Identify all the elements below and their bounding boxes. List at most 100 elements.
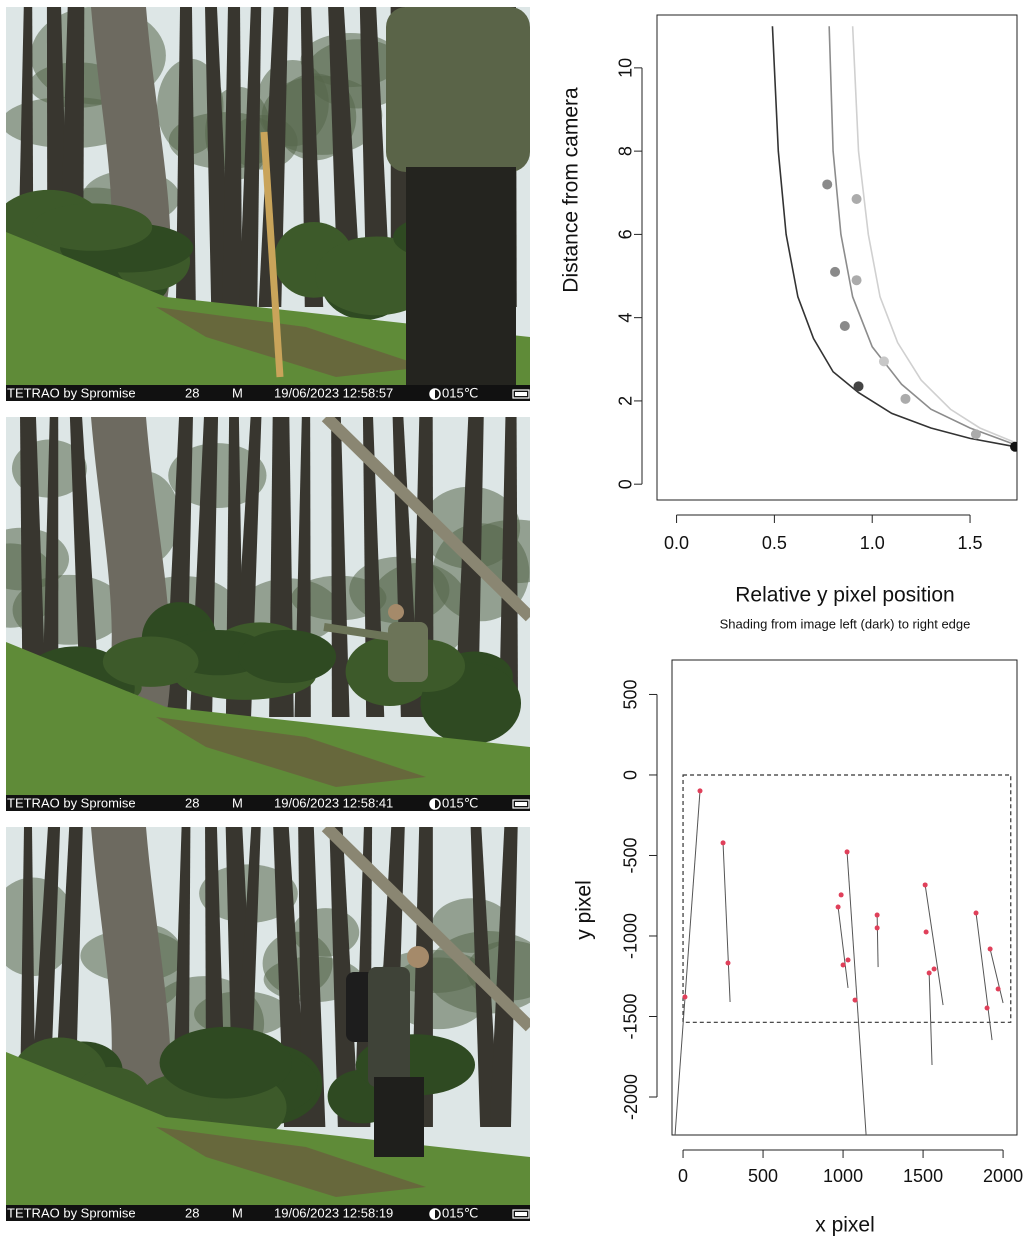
- point: [922, 882, 928, 888]
- person-head: [407, 946, 429, 968]
- y-tick-label: 10: [616, 58, 636, 78]
- point: [840, 962, 846, 968]
- info-mode: M: [232, 795, 243, 810]
- info-number: 28: [185, 385, 199, 400]
- dirt-path: [156, 717, 426, 787]
- battery-level: [515, 392, 527, 396]
- shrub: [32, 203, 153, 251]
- point: [851, 275, 862, 286]
- point: [830, 266, 841, 277]
- point: [697, 788, 703, 794]
- battery-icon: [512, 799, 530, 809]
- tree-trunk: [258, 7, 289, 307]
- point: [973, 910, 979, 916]
- info-number: 28: [185, 795, 199, 810]
- info-bar: [6, 385, 530, 401]
- camera-photo: TETRAO by Spromise 28 M 19/06/2023 12:58:57…: [6, 7, 530, 401]
- point: [970, 429, 981, 440]
- tree-trunk: [331, 417, 350, 717]
- point: [851, 194, 862, 205]
- tree-trunk: [222, 7, 243, 307]
- point: [682, 994, 688, 1000]
- y-tick-label: 500: [621, 679, 641, 709]
- y-tick-label: -1000: [621, 913, 641, 959]
- y-tick-label: -500: [621, 837, 641, 873]
- curve: [828, 26, 1016, 446]
- point: [874, 912, 880, 918]
- info-timestamp: 19/06/2023 12:58:41: [274, 795, 393, 810]
- y-axis-title: y pixel: [573, 880, 596, 940]
- person-jacket: [386, 7, 530, 172]
- y-tick-label: 4: [616, 313, 636, 323]
- axis-note: Shading from image left (dark) to right …: [720, 616, 971, 631]
- info-bar: [6, 1205, 530, 1221]
- point: [822, 179, 833, 190]
- info-brand: TETRAO by Spromise: [7, 795, 136, 810]
- y-tick-label: -1500: [621, 993, 641, 1039]
- walking-stick: [260, 131, 284, 378]
- shrub: [159, 1026, 292, 1099]
- tree-trunk: [489, 827, 518, 1127]
- point: [926, 970, 932, 976]
- point: [987, 946, 993, 952]
- point: [1010, 441, 1017, 452]
- tree-trunk: [41, 417, 59, 717]
- big-trunk: [91, 827, 171, 1127]
- point: [725, 960, 731, 966]
- plot-area: [674, 774, 1012, 1135]
- curve: [851, 26, 1016, 444]
- curve: [924, 884, 944, 1006]
- info-mode: M: [232, 1205, 243, 1220]
- curve: [989, 948, 1004, 1004]
- battery-icon: [512, 389, 530, 399]
- y-tick-label: 0: [621, 770, 641, 780]
- point: [838, 892, 844, 898]
- moon-icon-fill: [430, 1209, 435, 1219]
- x-tick-label: 0: [678, 1166, 688, 1186]
- point: [923, 929, 929, 935]
- x-tick-label: 500: [748, 1166, 778, 1186]
- point: [844, 849, 850, 855]
- info-timestamp: 19/06/2023 12:58:19: [274, 1205, 393, 1220]
- point: [845, 957, 851, 963]
- curve: [722, 842, 731, 1003]
- person-body: [388, 622, 428, 682]
- info-bar: [6, 795, 530, 811]
- x-axis-title: Relative y pixel position: [735, 584, 954, 607]
- y-axis-title: Distance from camera: [560, 87, 583, 293]
- person-arm: [323, 623, 392, 641]
- image-frame: [682, 774, 1012, 1023]
- tree-trunk: [20, 417, 47, 717]
- point: [900, 393, 911, 404]
- battery-level: [515, 802, 527, 806]
- tree-trunk: [498, 417, 519, 717]
- y-tick-label: 0: [616, 479, 636, 489]
- person-legs: [374, 1077, 424, 1157]
- curve: [837, 906, 849, 989]
- canopy: [261, 75, 383, 155]
- person-body: [368, 967, 410, 1087]
- plot-area: [771, 26, 1017, 452]
- x-tick-label: 0.0: [664, 533, 689, 553]
- point: [720, 840, 726, 846]
- info-number: 28: [185, 1205, 199, 1220]
- dirt-path: [156, 307, 426, 377]
- info-temperature: 015℃: [442, 385, 478, 400]
- curve: [846, 851, 867, 1135]
- point: [878, 356, 889, 367]
- info-timestamp: 19/06/2023 12:58:57: [274, 385, 393, 400]
- x-tick-label: 1500: [903, 1166, 943, 1186]
- moon-icon-fill: [430, 389, 435, 399]
- curve: [975, 912, 993, 1041]
- curve: [928, 973, 933, 1065]
- y-tick-label: 8: [616, 146, 636, 156]
- dirt-path: [156, 1127, 426, 1197]
- camera-photo: TETRAO by Spromise 28 M 19/06/2023 12:58:19…: [6, 827, 530, 1221]
- info-brand: TETRAO by Spromise: [7, 1205, 136, 1220]
- curve: [876, 915, 879, 968]
- point: [839, 320, 850, 331]
- y-tick-label: 2: [616, 396, 636, 406]
- person-legs: [406, 167, 516, 387]
- point: [835, 904, 841, 910]
